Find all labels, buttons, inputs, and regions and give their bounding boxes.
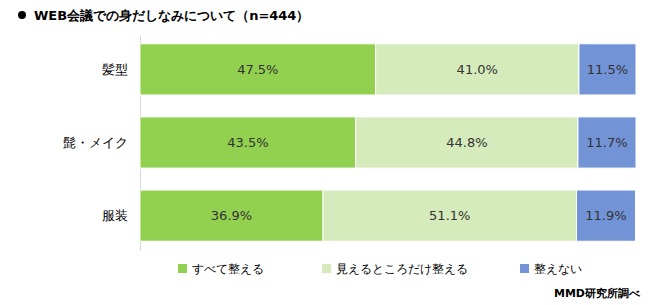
tick-label: 服装 [102, 208, 128, 223]
legend-swatch [178, 264, 187, 273]
data-labels: 47.5% 41.0% 11.5% 43.5% 44.8% 11.7% 36.9% 51.1%… [211, 62, 628, 223]
data-label: 11.7% [586, 135, 627, 150]
tick: 髪型 [102, 62, 140, 77]
bar [576, 190, 635, 241]
bar [356, 117, 578, 168]
data-label: 36.9% [211, 208, 252, 223]
tick-label: 髭・メイク [63, 135, 128, 150]
legend-swatch [322, 264, 331, 273]
legend-label: 整えない [534, 262, 582, 276]
bar [140, 190, 323, 241]
title-bullet [18, 11, 26, 19]
tick-label: 髪型 [102, 62, 128, 77]
tick: 髭・メイク [63, 135, 140, 150]
data-label: 43.5% [227, 135, 268, 150]
bar [376, 44, 579, 95]
legend-item: 整えない [520, 262, 582, 276]
legend-label: すべて整える [192, 262, 264, 276]
bars [140, 44, 636, 241]
chart: WEB会議での身だしなみについて（n=444） 髪型髭・メイク服装 47.5% 41.… [0, 0, 650, 305]
data-label: 44.8% [446, 135, 487, 150]
data-label: 51.1% [429, 208, 470, 223]
data-label: 11.5% [587, 62, 628, 77]
bar [579, 44, 636, 95]
title: WEB会議での身だしなみについて（n=444） [34, 8, 309, 23]
legend-item: 見えるところだけ整える [322, 262, 468, 276]
y-axis: 髪型髭・メイク服装 [63, 36, 141, 251]
tick: 服装 [102, 208, 140, 223]
annotation: MMD研究所調べ [554, 287, 641, 300]
bar [323, 190, 576, 241]
legend: すべて整える 見えるところだけ整える 整えない [178, 262, 582, 276]
legend-swatch [520, 264, 529, 273]
data-label: 11.9% [585, 208, 626, 223]
bar [578, 117, 636, 168]
bar [140, 117, 356, 168]
data-label: 41.0% [457, 62, 498, 77]
legend-label: 見えるところだけ整える [336, 262, 468, 276]
legend-item: すべて整える [178, 262, 264, 276]
bar [140, 44, 376, 95]
data-label: 47.5% [237, 62, 278, 77]
